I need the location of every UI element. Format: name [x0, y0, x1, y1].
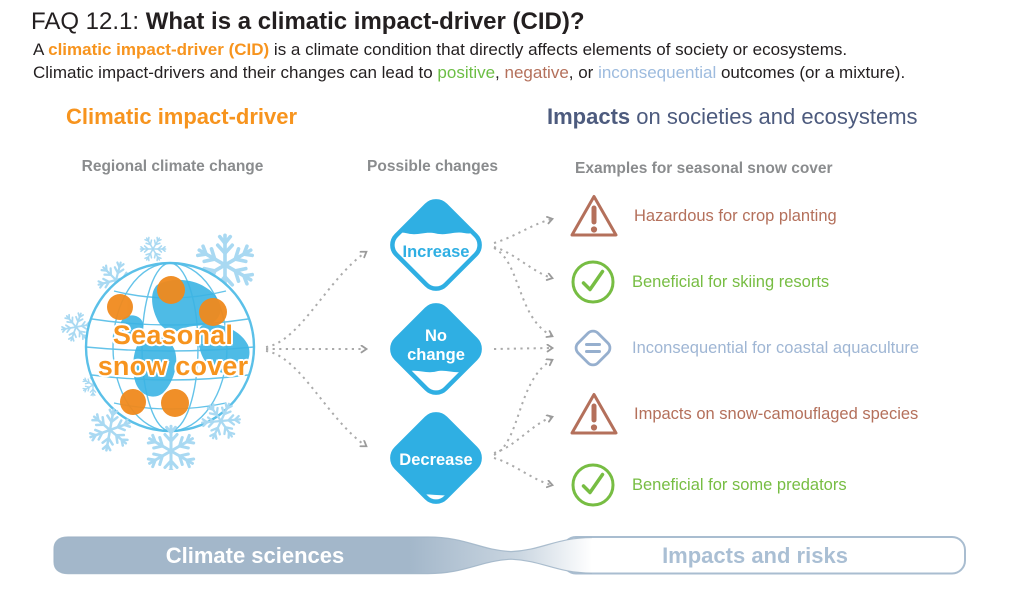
- subheading-regional-climate-change: Regional climate change: [81, 158, 264, 175]
- impact-row-skiing-resorts: Beneficial for skiing resorts: [569, 258, 829, 306]
- cid-label: Seasonal snow cover: [97, 320, 249, 381]
- impact-text: Impacts on snow-camouflaged species: [634, 404, 919, 423]
- change-label-no-change-2: change: [407, 346, 465, 364]
- subheading-possible-changes: Possible changes: [367, 158, 498, 175]
- ribbon-left-shape: [54, 537, 592, 574]
- impact-row-crop-planting: Hazardous for crop planting: [569, 192, 837, 240]
- change-label-no-change-1: No: [425, 327, 447, 345]
- word-negative: negative: [504, 63, 569, 82]
- word-positive: positive: [437, 63, 496, 82]
- globe-illustration: [56, 231, 260, 470]
- faq-number: FAQ 12.1:: [31, 8, 146, 35]
- impact-text: Beneficial for some predators: [632, 475, 847, 494]
- heading-climatic-impact-driver: Climatic impact-driver: [66, 104, 298, 129]
- page-title: FAQ 12.1: What is a climatic impact-driv…: [31, 8, 585, 36]
- change-diamond-decrease: Decrease: [386, 412, 486, 508]
- intro-line-1: A climatic impact-driver (CID) is a clim…: [33, 40, 848, 59]
- equals-diamond-icon: [574, 329, 612, 367]
- impact-text: Beneficial for skiing resorts: [632, 272, 830, 291]
- word-inconsequential: inconsequential: [598, 63, 717, 82]
- impact-row-some-predators: Beneficial for some predators: [569, 461, 847, 509]
- heading-impacts: Impacts on societies and ecosystems: [547, 104, 918, 129]
- warning-triangle-icon: [570, 195, 618, 237]
- warning-triangle-icon: [570, 393, 618, 435]
- ribbon-label-climate-sciences: Climate sciences: [165, 543, 345, 568]
- impact-text: Hazardous for crop planting: [634, 206, 837, 225]
- changes-to-impacts-arrows: [493, 219, 552, 485]
- subheading-examples: Examples for seasonal snow cover: [575, 160, 833, 177]
- check-circle-icon: [571, 260, 615, 304]
- impact-row-coastal-aquaculture: Inconsequential for coastal aquaculture: [569, 324, 919, 372]
- check-circle-icon: [571, 463, 615, 507]
- cid-hotspots: [107, 276, 227, 417]
- cid-term-highlight: climatic impact-driver (CID): [48, 40, 270, 59]
- faq-question: What is a climatic impact-driver (CID)?: [145, 8, 585, 35]
- intro-line-2: Climatic impact-drivers and their change…: [33, 63, 906, 82]
- change-label-increase: Increase: [403, 243, 470, 261]
- ribbon-label-impacts-and-risks: Impacts and risks: [662, 543, 848, 568]
- ribbon: [53, 536, 966, 575]
- impact-text: Inconsequential for coastal aquaculture: [632, 338, 920, 357]
- impact-row-snow-camouflaged-species: Impacts on snow-camouflaged species: [569, 390, 918, 438]
- globe-icon: [84, 261, 256, 433]
- change-label-decrease: Decrease: [399, 451, 472, 469]
- change-diamond-increase: Increase: [386, 195, 486, 291]
- change-diamond-no-change: No change: [386, 303, 486, 399]
